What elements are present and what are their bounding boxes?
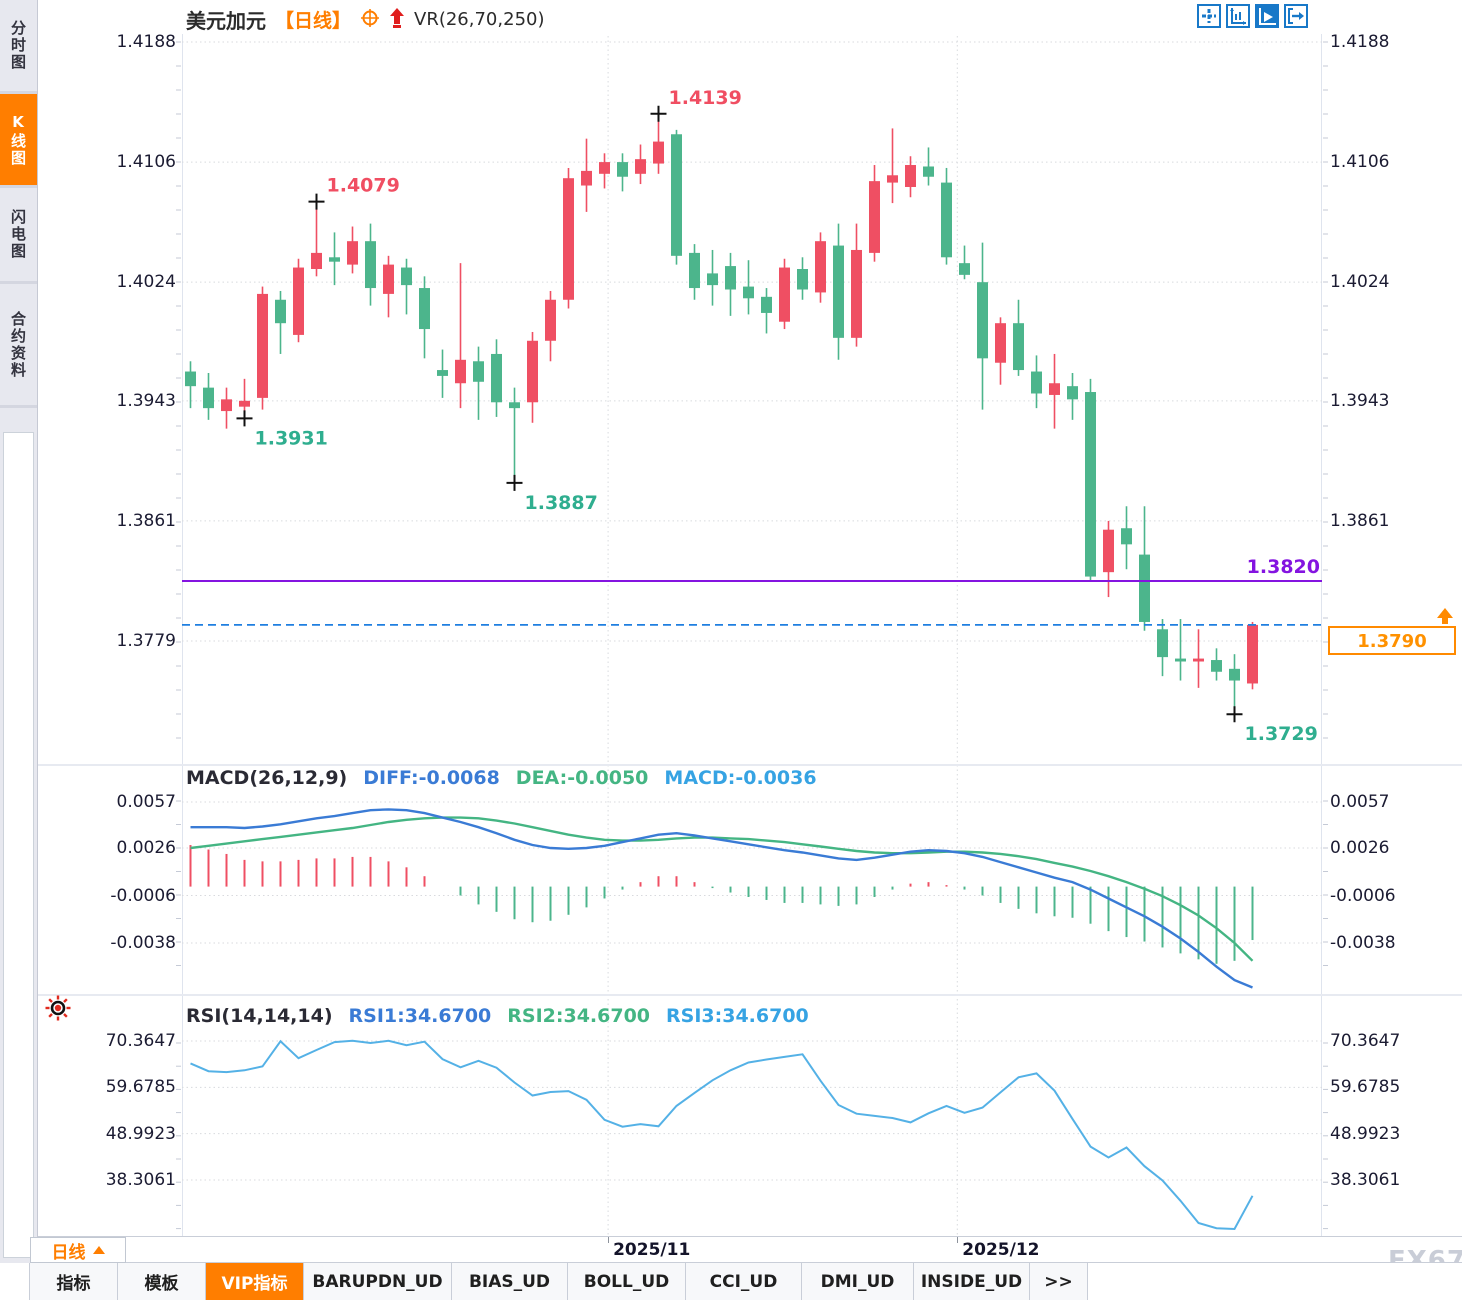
tab-bias-ud[interactable]: BIAS_UD bbox=[452, 1263, 568, 1300]
sun-icon[interactable] bbox=[44, 994, 72, 1022]
y-axis-label: -0.0006 bbox=[110, 885, 176, 906]
pan-right-icon[interactable] bbox=[1284, 4, 1308, 28]
symbol-title: 美元加元 bbox=[186, 9, 266, 33]
x-axis-tick bbox=[608, 1237, 610, 1243]
y-axis-label: 38.3061 bbox=[1330, 1170, 1401, 1190]
y-axis-label: 1.3943 bbox=[1330, 390, 1390, 411]
rsi1-value: RSI1:34.6700 bbox=[348, 1005, 492, 1027]
rsi-params: RSI(14,14,14) bbox=[186, 1005, 333, 1027]
rsi-header: RSI(14,14,14) RSI1:34.6700 RSI2:34.6700 … bbox=[186, 1005, 809, 1027]
price-up-arrow-icon bbox=[1437, 608, 1453, 618]
gridlines bbox=[176, 36, 1328, 1236]
y-axis-label: 1.4188 bbox=[1330, 32, 1390, 52]
chart-title: 美元加元 【日线】 VR(26,70,250) bbox=[186, 5, 545, 34]
tabbar-spacer bbox=[0, 1263, 30, 1300]
tab-more[interactable]: >> bbox=[1030, 1263, 1088, 1300]
rsi-line bbox=[190, 1039, 1254, 1231]
tabbar-border bbox=[0, 1262, 1462, 1263]
tab-indicators[interactable]: 指标 bbox=[30, 1263, 118, 1300]
tab-templates[interactable]: 模板 bbox=[118, 1263, 206, 1300]
macd-params: MACD(26,12,9) bbox=[186, 767, 348, 789]
y-axis-label: 48.9923 bbox=[1330, 1123, 1401, 1144]
y-axis-label: 0.0057 bbox=[1330, 792, 1390, 812]
sidebar-item-contract-info[interactable]: 合约资料 bbox=[0, 284, 37, 408]
rsi3-value: RSI3:34.6700 bbox=[666, 1005, 809, 1027]
tab-barupdn-ud[interactable]: BARUPDN_UD bbox=[304, 1263, 452, 1300]
panel-separator bbox=[38, 764, 1462, 766]
sidebar-panel bbox=[3, 432, 34, 1258]
y-axis-label: 0.0026 bbox=[1330, 838, 1390, 858]
sidebar: 分时图 K线图 闪电图 合约资料 bbox=[0, 0, 38, 1300]
tab-boll-ud[interactable]: BOLL_UD bbox=[568, 1263, 686, 1300]
panel-separator bbox=[38, 994, 1462, 996]
y-axis-label: 59.6785 bbox=[1330, 1077, 1401, 1098]
y-axis-label: -0.0038 bbox=[110, 933, 176, 953]
y-axis-label: 1.4024 bbox=[116, 272, 176, 293]
y-axis-label: 0.0026 bbox=[116, 838, 176, 858]
y-axis-label: 0.0057 bbox=[116, 792, 176, 812]
target-icon[interactable] bbox=[360, 8, 380, 32]
macd-diff-line bbox=[190, 808, 1253, 989]
y-axis-label: 1.3943 bbox=[116, 390, 176, 411]
rsi2-value: RSI2:34.6700 bbox=[507, 1005, 651, 1027]
candles bbox=[185, 113, 1258, 715]
y-axis-label: 1.3861 bbox=[116, 510, 176, 531]
chart-toolbar bbox=[1197, 4, 1308, 28]
tab-inside-ud[interactable]: INSIDE_UD bbox=[914, 1263, 1030, 1300]
y-axis-label: 1.3861 bbox=[1330, 510, 1390, 531]
tab-cci-ud[interactable]: CCI_UD bbox=[686, 1263, 802, 1300]
y-axis-label: -0.0006 bbox=[1330, 885, 1396, 906]
y-axis-label: 1.4188 bbox=[116, 32, 176, 52]
sidebar-item-minute-chart[interactable]: 分时图 bbox=[0, 0, 37, 94]
tab-dmi-ud[interactable]: DMI_UD bbox=[802, 1263, 914, 1300]
macd-header: MACD(26,12,9) DIFF:-0.0068 DEA:-0.0050 M… bbox=[186, 767, 817, 789]
y-axis-label: 48.9923 bbox=[105, 1123, 176, 1144]
macd-dea-value: DEA:-0.0050 bbox=[515, 767, 649, 789]
period-tag: 【日线】 bbox=[275, 10, 352, 32]
y-axis-label: 70.3647 bbox=[105, 1031, 176, 1051]
svg-text:1.4139: 1.4139 bbox=[669, 87, 742, 109]
svg-text:1.3887: 1.3887 bbox=[525, 492, 598, 514]
period-selector-label: 日线 bbox=[51, 1242, 86, 1263]
y-axis-label: 1.4106 bbox=[1330, 152, 1390, 173]
macd-diff-value: DIFF:-0.0068 bbox=[363, 767, 500, 789]
y-axis-label: 38.3061 bbox=[105, 1170, 176, 1190]
axis-strip-border bbox=[0, 1236, 1462, 1237]
period-selector[interactable]: 日线 bbox=[30, 1237, 126, 1263]
x-axis-tick bbox=[957, 1237, 959, 1243]
caret-up-icon bbox=[92, 1246, 105, 1254]
y-axis-label: 1.4106 bbox=[116, 152, 176, 173]
svg-text:1.3931: 1.3931 bbox=[255, 427, 328, 449]
price-annotations: 1.3931 1.4079 1.3887 1.4139 1.3729 bbox=[236, 87, 1318, 745]
svg-text:1.3820: 1.3820 bbox=[1247, 556, 1320, 578]
sidebar-item-candle-chart[interactable]: K线图 bbox=[0, 94, 37, 188]
y-axis-label: 1.4024 bbox=[1330, 272, 1390, 293]
vr-indicator-label: VR(26,70,250) bbox=[414, 9, 545, 30]
x-axis-label: 2025/12 bbox=[962, 1240, 1040, 1260]
y-axis-label: 1.3779 bbox=[116, 631, 176, 651]
price-up-arrow-stem bbox=[1442, 618, 1448, 624]
macd-histogram bbox=[189, 845, 1254, 964]
x-axis-label: 2025/11 bbox=[613, 1240, 691, 1260]
current-price-badge: 1.3790 bbox=[1328, 626, 1456, 655]
svg-text:1.4079: 1.4079 bbox=[327, 175, 400, 197]
axis-scale-icon[interactable] bbox=[1226, 4, 1250, 28]
crosshair-icon[interactable] bbox=[1197, 4, 1221, 28]
play-chart-icon[interactable] bbox=[1255, 4, 1279, 28]
macd-dea-line bbox=[190, 816, 1254, 962]
y-axis-label: -0.0038 bbox=[1330, 933, 1396, 953]
tab-vip-indicators[interactable]: VIP指标 bbox=[206, 1263, 304, 1300]
indicator-tab-bar: 指标 模板 VIP指标 BARUPDN_UD BIAS_UD BOLL_UD CCI_UD D… bbox=[0, 1263, 1462, 1300]
plot-borders bbox=[182, 34, 1322, 1236]
sidebar-item-flash-chart[interactable]: 闪电图 bbox=[0, 188, 37, 284]
svg-text:1.3729: 1.3729 bbox=[1245, 723, 1318, 745]
y-axis-label: 70.3647 bbox=[1330, 1031, 1401, 1051]
buy-arrow-icon bbox=[389, 7, 405, 33]
macd-hist-value: MACD:-0.0036 bbox=[664, 767, 817, 789]
level-lines: 1.3820 bbox=[182, 556, 1322, 626]
y-axis-label: 59.6785 bbox=[105, 1077, 176, 1098]
